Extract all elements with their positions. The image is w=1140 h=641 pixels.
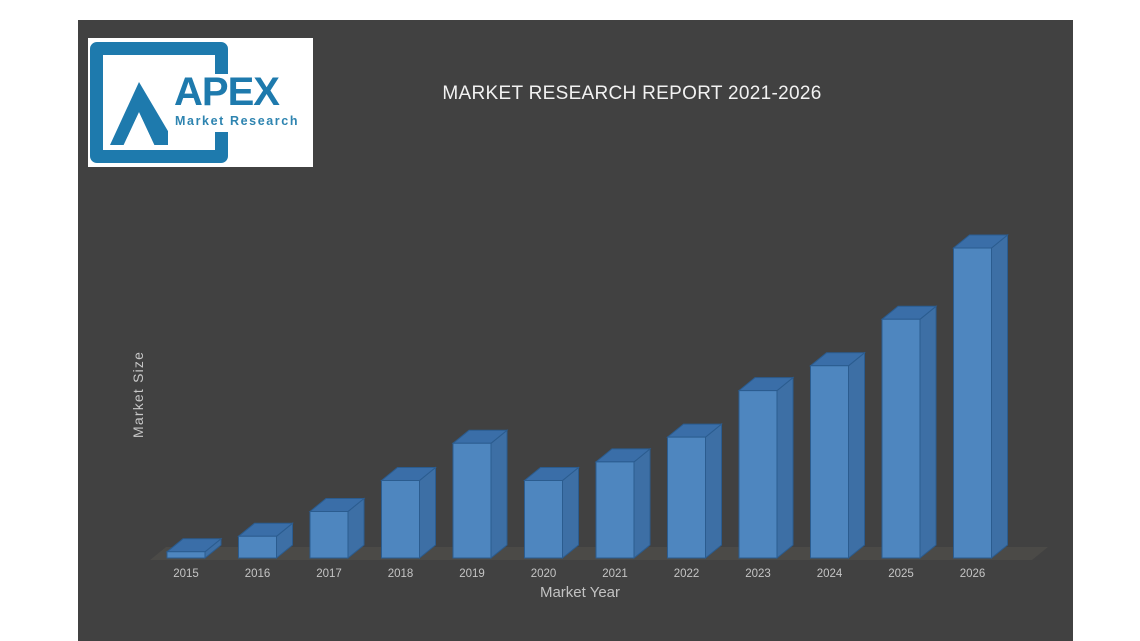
apex-logo: APEX Market Research	[88, 38, 313, 167]
x-tick-2016: 2016	[244, 568, 271, 580]
bar-front-face	[381, 480, 420, 559]
bar-2023	[737, 376, 795, 560]
bar-2017	[308, 497, 366, 560]
bar-2018	[380, 466, 437, 560]
x-axis-label: Market Year	[539, 584, 621, 601]
x-tick-2024: 2024	[816, 568, 843, 580]
bar-front-face	[452, 442, 492, 559]
x-tick-2021: 2021	[602, 568, 628, 580]
bar-side-face	[776, 376, 794, 560]
x-tick-2023: 2023	[745, 568, 771, 580]
bar-side-face	[562, 466, 579, 560]
bar-chart-svg	[150, 233, 1048, 560]
bar-2019	[451, 429, 509, 560]
page-title: MARKET RESEARCH REPORT 2021-2026	[442, 83, 822, 104]
y-axis-label: Market Size	[130, 350, 146, 438]
x-ticks: 2015 2016 2017 2018 2019 2020 2021 2022 2023 2024…	[78, 568, 1073, 584]
bar-2015	[165, 537, 223, 560]
bar-front-face	[738, 390, 778, 559]
bar-2021	[594, 447, 652, 560]
bar-2026	[952, 233, 1009, 560]
x-tick-2017: 2017	[316, 568, 342, 580]
bar-2024	[809, 351, 866, 560]
x-tick-2022: 2022	[673, 568, 700, 580]
bar-front-face	[595, 461, 635, 559]
bar-front-face	[810, 365, 849, 559]
bar-2022	[666, 423, 723, 560]
x-tick-2015: 2015	[173, 568, 199, 580]
bar-side-face	[991, 233, 1008, 560]
chevron-up-icon	[110, 82, 168, 145]
logo-frame-gap	[172, 74, 313, 132]
bar-front-face	[667, 436, 706, 559]
bar-2025	[880, 305, 938, 560]
bar-side-face	[919, 305, 937, 560]
x-tick-2025: 2025	[888, 568, 914, 580]
bar-front-face	[166, 551, 206, 559]
logo-brand-text: APEX	[174, 70, 280, 114]
bar-side-face	[848, 351, 865, 560]
bar-front-face	[309, 511, 349, 559]
x-tick-2018: 2018	[387, 568, 414, 580]
bar-side-face	[419, 466, 436, 560]
bar-front-face	[881, 318, 921, 559]
report-panel: APEX Market Research MARKET RESEARCH REP…	[78, 20, 1073, 641]
bar-2016	[237, 522, 294, 560]
bar-side-face	[490, 429, 508, 560]
x-tick-2020: 2020	[530, 568, 557, 580]
bar-front-face	[524, 480, 563, 559]
x-tick-2026: 2026	[959, 568, 986, 580]
bar-side-face	[633, 447, 651, 560]
bar-front-face	[953, 247, 992, 559]
logo-tagline-text: Market Research	[175, 114, 300, 128]
bar-side-face	[705, 423, 722, 560]
x-tick-2019: 2019	[459, 568, 485, 580]
bar-front-face	[238, 535, 277, 559]
bar-2020	[523, 466, 580, 560]
